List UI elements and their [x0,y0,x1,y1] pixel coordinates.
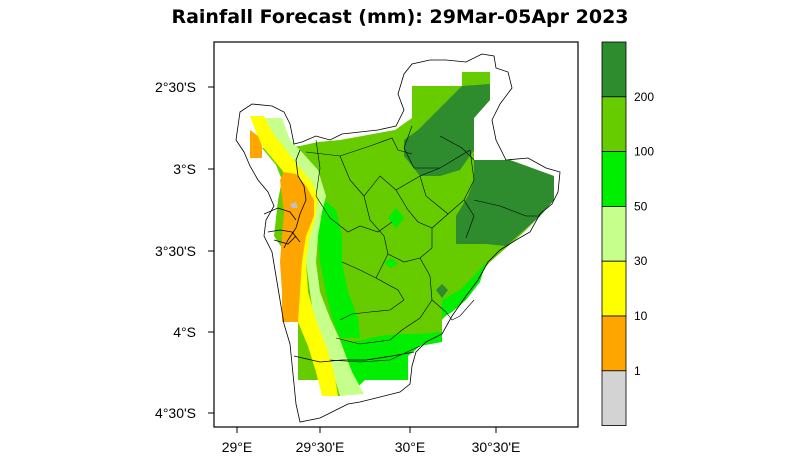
rainfall-field [250,72,554,396]
map-title: Rainfall Forecast (mm): 29Mar-05Apr 2023 [171,6,629,28]
legend-label: 200 [634,90,654,104]
legend-label: 10 [634,309,648,323]
legend-swatch [601,370,627,426]
country-outline [235,53,561,423]
legend-swatch [601,260,627,317]
region-light-green [262,118,364,396]
region-orange [250,130,314,322]
region-yellow [250,116,338,396]
latitude-axis: 2°30'S 3°S 3°30'S 4°S 4°30'S [155,79,214,421]
legend-swatch [601,96,627,153]
region-bright-green-west [318,200,360,338]
legend-label: 30 [634,254,648,268]
region-bright-green-south [330,332,442,395]
lake-marker [290,202,298,208]
lat-tick-label: 3°S [173,161,196,177]
lon-tick-label: 30°30'E [472,439,521,455]
lat-tick-label: 4°S [173,324,196,340]
lat-tick-label: 4°30'S [155,405,196,421]
lat-tick-label: 2°30'S [155,79,196,95]
legend-swatch [601,41,627,98]
legend-swatch [601,151,627,207]
lon-tick-label: 30°E [395,439,426,455]
lon-tick-label: 29°E [222,439,253,455]
legend-label: 100 [634,145,654,159]
longitude-axis: 29°E 29°30'E 30°E 30°30'E [222,427,521,455]
region-dark-green-spot [436,284,448,298]
lon-tick-label: 29°30'E [296,439,345,455]
region-dark-green-north [404,84,490,176]
legend-swatch [601,205,627,262]
region-bright-green-spot-1 [388,208,404,228]
legend-label: 1 [634,364,641,378]
region-dark-green-east [456,160,554,246]
region-bright-green-east [442,262,486,318]
legend-colorbar: 200 100 50 30 10 1 [601,41,654,426]
lat-tick-label: 3°30'S [155,243,196,259]
legend-label: 50 [634,199,648,213]
legend-swatch [601,315,627,372]
region-bright-green-spot-2 [384,258,398,268]
admin-boundaries [305,125,540,363]
